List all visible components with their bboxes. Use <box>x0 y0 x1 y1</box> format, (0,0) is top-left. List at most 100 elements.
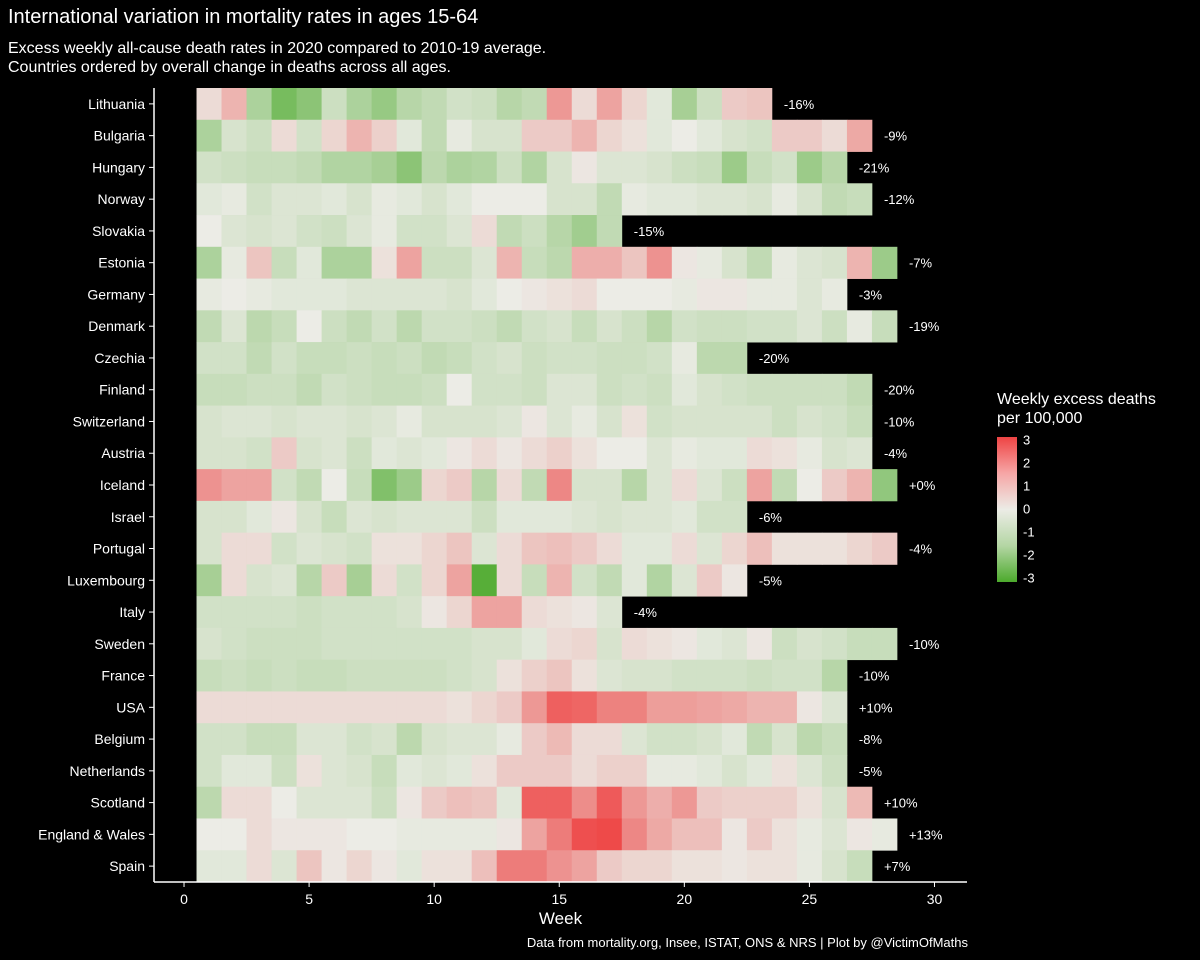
heatmap-cell <box>521 786 548 819</box>
heatmap-cell <box>696 88 723 121</box>
heatmap-cell <box>246 532 272 565</box>
heatmap-cell <box>521 278 548 311</box>
heatmap-cell <box>546 342 573 375</box>
heatmap-cell <box>621 469 648 502</box>
change-label: -9% <box>884 129 908 144</box>
country-label: Austria <box>101 445 145 461</box>
heatmap-cell <box>446 532 473 565</box>
heatmap-cell <box>321 596 348 629</box>
heatmap-cell <box>771 151 798 184</box>
heatmap-cell <box>296 342 323 375</box>
heatmap-cell <box>246 151 272 184</box>
heatmap-cell <box>421 437 448 470</box>
heatmap-cell <box>696 342 723 375</box>
heatmap-cell <box>296 373 323 406</box>
heatmap-cell <box>296 183 323 216</box>
heatmap-cell <box>421 659 448 692</box>
heatmap-cell <box>396 723 423 756</box>
heatmap-cell <box>321 342 348 375</box>
heatmap-cell <box>446 310 473 343</box>
heatmap-cell <box>596 215 623 248</box>
heatmap-cell <box>521 215 548 248</box>
heatmap-cell <box>721 818 748 851</box>
heatmap-cell <box>346 850 373 883</box>
heatmap-cell <box>696 500 723 534</box>
heatmap-cell <box>621 500 648 534</box>
heatmap-cell <box>246 850 272 883</box>
heatmap-cell <box>221 627 247 661</box>
heatmap-cell <box>371 119 398 152</box>
heatmap-cell <box>446 786 473 819</box>
heatmap-cell <box>521 627 548 661</box>
heatmap-cell <box>221 723 247 756</box>
heatmap-cell <box>296 596 323 629</box>
heatmap-cell <box>746 469 773 502</box>
heatmap-cell <box>371 183 398 216</box>
heatmap-cell <box>396 119 423 152</box>
heatmap-cell <box>446 754 473 788</box>
heatmap-cell <box>471 88 498 121</box>
heatmap-cell <box>671 786 698 819</box>
heatmap-cell <box>521 818 548 851</box>
heatmap-cell <box>821 405 848 438</box>
country-label: Denmark <box>88 318 146 334</box>
heatmap-cell <box>821 246 848 279</box>
heatmap-cell <box>296 818 323 851</box>
heatmap-cell <box>771 786 798 819</box>
heatmap-cell <box>421 850 448 883</box>
heatmap-cell <box>446 151 473 184</box>
heatmap-cell <box>321 469 348 502</box>
heatmap-cell <box>821 310 848 343</box>
heatmap-cell <box>646 469 673 502</box>
heatmap-cell <box>321 183 348 216</box>
heatmap-cell <box>696 151 723 184</box>
heatmap-cell <box>771 754 798 788</box>
heatmap-cell <box>596 596 623 629</box>
heatmap-cell <box>796 818 823 851</box>
heatmap-cell <box>246 596 272 629</box>
heatmap-cell <box>696 373 723 406</box>
heatmap-cell <box>396 373 423 406</box>
heatmap-cell <box>196 818 222 851</box>
heatmap-cell <box>346 659 373 692</box>
heatmap-cell <box>621 850 648 883</box>
heatmap-cell <box>671 659 698 692</box>
heatmap-cell <box>596 659 623 692</box>
heatmap-cell <box>396 627 423 661</box>
heatmap-cell <box>496 500 523 534</box>
heatmap-cell <box>721 405 748 438</box>
heatmap-cell <box>646 183 673 216</box>
heatmap-cell <box>721 183 748 216</box>
heatmap-cell <box>646 691 673 724</box>
heatmap-cell <box>296 88 323 121</box>
heatmap-cell <box>646 119 673 152</box>
heatmap-cell <box>771 119 798 152</box>
heatmap-cell <box>496 151 523 184</box>
heatmap-cell <box>196 119 222 152</box>
heatmap-cell <box>321 723 348 756</box>
heatmap-cell <box>496 278 523 311</box>
change-label: -5% <box>859 764 883 779</box>
heatmap-cell <box>721 437 748 470</box>
heatmap-cell <box>246 691 272 724</box>
heatmap-cell <box>596 786 623 819</box>
heatmap-cell <box>246 342 272 375</box>
heatmap-cell <box>671 754 698 788</box>
heatmap-cell <box>696 850 723 883</box>
heatmap-cell <box>596 151 623 184</box>
heatmap-cell <box>396 183 423 216</box>
heatmap-cell <box>771 405 798 438</box>
heatmap-cell <box>296 246 323 279</box>
heatmap-cell <box>646 850 673 883</box>
heatmap-cell <box>796 627 823 661</box>
country-label: Slovakia <box>92 223 145 239</box>
heatmap-cell <box>671 691 698 724</box>
heatmap-cell <box>796 119 823 152</box>
heatmap-cell <box>596 119 623 152</box>
heatmap-cell <box>346 596 373 629</box>
heatmap-cell <box>321 659 348 692</box>
heatmap-cell <box>396 659 423 692</box>
change-label: -10% <box>859 669 890 684</box>
heatmap-cell <box>396 342 423 375</box>
heatmap-cell <box>346 405 373 438</box>
